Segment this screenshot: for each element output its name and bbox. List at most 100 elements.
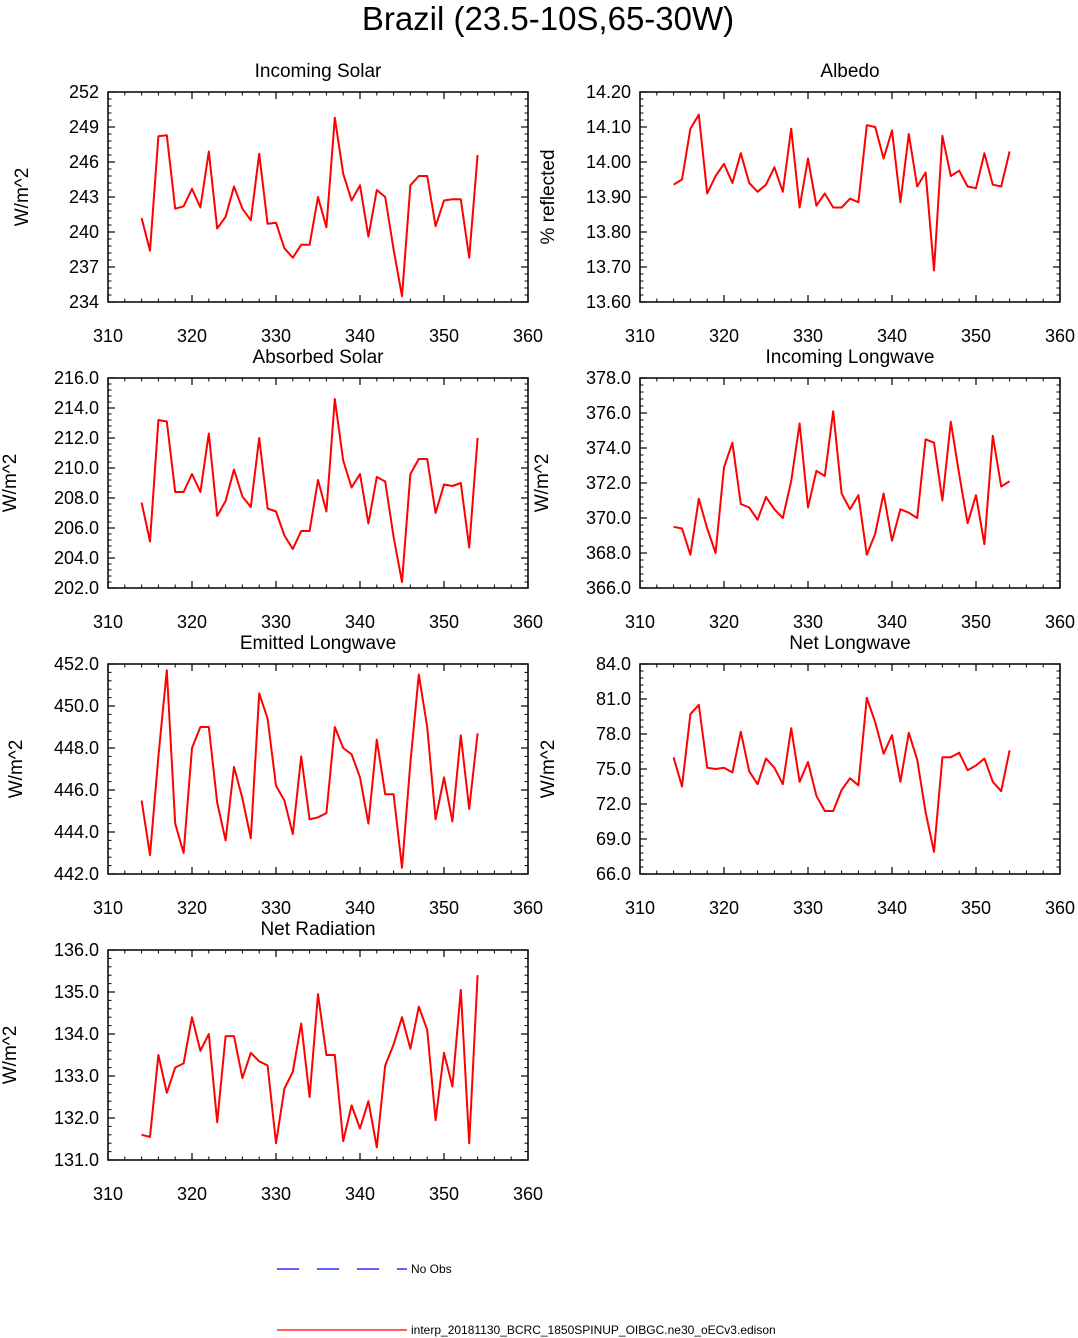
y-tick-label: 13.90 — [586, 187, 631, 207]
y-axis-label: W/m^2 — [538, 740, 559, 799]
panel-absorbed-solar: Absorbed Solar W/m^2 310 320 330 340 350 360 202… — [0, 347, 543, 632]
x-tick-label: 350 — [961, 326, 991, 346]
x-tick-label: 360 — [1045, 612, 1075, 632]
y-tick-label: 208.0 — [54, 488, 99, 508]
x-tick-label: 340 — [345, 1184, 375, 1204]
y-tick-label: 370.0 — [586, 508, 631, 528]
y-axis-label: W/m^2 — [532, 454, 553, 513]
x-tick-label: 310 — [93, 898, 123, 918]
series-line — [140, 669, 479, 869]
plot-frame — [639, 663, 1061, 875]
x-tick-label: 320 — [177, 898, 207, 918]
x-tick-label: 320 — [177, 326, 207, 346]
x-tick-label: 360 — [513, 898, 543, 918]
x-tick-label: 350 — [429, 1184, 459, 1204]
panel-title: Absorbed Solar — [253, 347, 385, 368]
x-tick-label: 350 — [429, 612, 459, 632]
x-tick-label: 360 — [1045, 326, 1075, 346]
x-tick-label: 320 — [177, 612, 207, 632]
y-tick-label: 249 — [69, 117, 99, 137]
plot-frame — [107, 377, 529, 589]
series-line — [673, 410, 1011, 556]
y-tick-label: 246 — [69, 152, 99, 172]
y-tick-label: 240 — [69, 222, 99, 242]
x-tick-label: 320 — [177, 1184, 207, 1204]
panel-incoming-longwave: Incoming Longwave W/m^2 310 320 330 340 350 360… — [532, 347, 1075, 632]
y-tick-label: 135.0 — [54, 982, 99, 1002]
y-tick-label: 131.0 — [54, 1150, 99, 1170]
panel-title: Incoming Solar — [255, 61, 382, 82]
y-tick-label: 204.0 — [54, 548, 99, 568]
y-tick-label: 252 — [69, 82, 99, 102]
panel-net-radiation: Net Radiation W/m^2 310 320 330 340 350 360 131.… — [0, 919, 543, 1204]
plot-frame — [107, 949, 529, 1161]
y-tick-label: 368.0 — [586, 543, 631, 563]
series-line — [140, 116, 479, 298]
x-tick-label: 330 — [261, 898, 291, 918]
y-tick-label: 206.0 — [54, 518, 99, 538]
x-tick-label: 360 — [513, 612, 543, 632]
x-tick-label: 340 — [345, 898, 375, 918]
y-tick-label: 81.0 — [596, 689, 631, 709]
y-tick-label: 84.0 — [596, 654, 631, 674]
x-tick-label: 320 — [709, 898, 739, 918]
x-tick-label: 360 — [513, 1184, 543, 1204]
y-tick-label: 446.0 — [54, 780, 99, 800]
plot-frame — [107, 663, 529, 875]
y-tick-label: 376.0 — [586, 403, 631, 423]
y-tick-label: 450.0 — [54, 696, 99, 716]
legend-model-label: interp_20181130_BCRC_1850SPINUP_OIBGC.ne… — [411, 1323, 776, 1337]
x-tick-label: 350 — [429, 898, 459, 918]
panel-emitted-longwave: Emitted Longwave W/m^2 310 320 330 340 350 360 4… — [6, 633, 543, 918]
x-tick-label: 310 — [625, 612, 655, 632]
y-tick-label: 214.0 — [54, 398, 99, 418]
legend-obs-label: No Obs — [411, 1262, 452, 1276]
y-tick-label: 444.0 — [54, 822, 99, 842]
series-line — [673, 113, 1011, 272]
y-tick-label: 216.0 — [54, 368, 99, 388]
x-tick-label: 330 — [793, 612, 823, 632]
y-tick-label: 210.0 — [54, 458, 99, 478]
panel-title: Albedo — [820, 61, 879, 82]
panel-net-longwave: Net Longwave W/m^2 310 320 330 340 350 360 66.0 6… — [538, 633, 1075, 918]
panel-title: Net Longwave — [789, 633, 910, 654]
x-tick-label: 310 — [93, 1184, 123, 1204]
y-tick-label: 243 — [69, 187, 99, 207]
y-tick-label: 448.0 — [54, 738, 99, 758]
y-axis-label: W/m^2 — [0, 1026, 21, 1085]
y-tick-label: 132.0 — [54, 1108, 99, 1128]
y-tick-label: 442.0 — [54, 864, 99, 884]
x-tick-label: 330 — [793, 326, 823, 346]
y-tick-label: 14.10 — [586, 117, 631, 137]
y-tick-label: 378.0 — [586, 368, 631, 388]
x-tick-label: 310 — [625, 898, 655, 918]
y-axis-label: W/m^2 — [12, 168, 33, 227]
x-tick-label: 310 — [93, 326, 123, 346]
y-tick-label: 14.00 — [586, 152, 631, 172]
panel-title: Emitted Longwave — [240, 633, 396, 654]
series-line — [672, 696, 1011, 853]
x-tick-label: 330 — [793, 898, 823, 918]
x-tick-label: 350 — [961, 898, 991, 918]
y-tick-label: 136.0 — [54, 940, 99, 960]
x-tick-label: 310 — [625, 326, 655, 346]
y-tick-label: 75.0 — [596, 759, 631, 779]
y-axis-label: W/m^2 — [6, 740, 27, 799]
x-tick-label: 340 — [877, 612, 907, 632]
x-tick-label: 360 — [513, 326, 543, 346]
y-tick-label: 13.70 — [586, 257, 631, 277]
panel-title: Net Radiation — [260, 919, 375, 940]
x-tick-label: 360 — [1045, 898, 1075, 918]
y-tick-label: 372.0 — [586, 473, 631, 493]
y-tick-label: 14.20 — [586, 82, 631, 102]
main-title: Brazil (23.5-10S,65-30W) — [362, 0, 734, 37]
y-tick-label: 13.60 — [586, 292, 631, 312]
series-line — [141, 975, 479, 1149]
panel-title: Incoming Longwave — [766, 347, 935, 368]
y-tick-label: 133.0 — [54, 1066, 99, 1086]
x-tick-label: 330 — [261, 1184, 291, 1204]
panel-incoming-solar: Incoming Solar W/m^2 310 320 330 340 350 360 234… — [12, 61, 543, 346]
y-tick-label: 202.0 — [54, 578, 99, 598]
y-tick-label: 78.0 — [596, 724, 631, 744]
y-tick-label: 234 — [69, 292, 99, 312]
